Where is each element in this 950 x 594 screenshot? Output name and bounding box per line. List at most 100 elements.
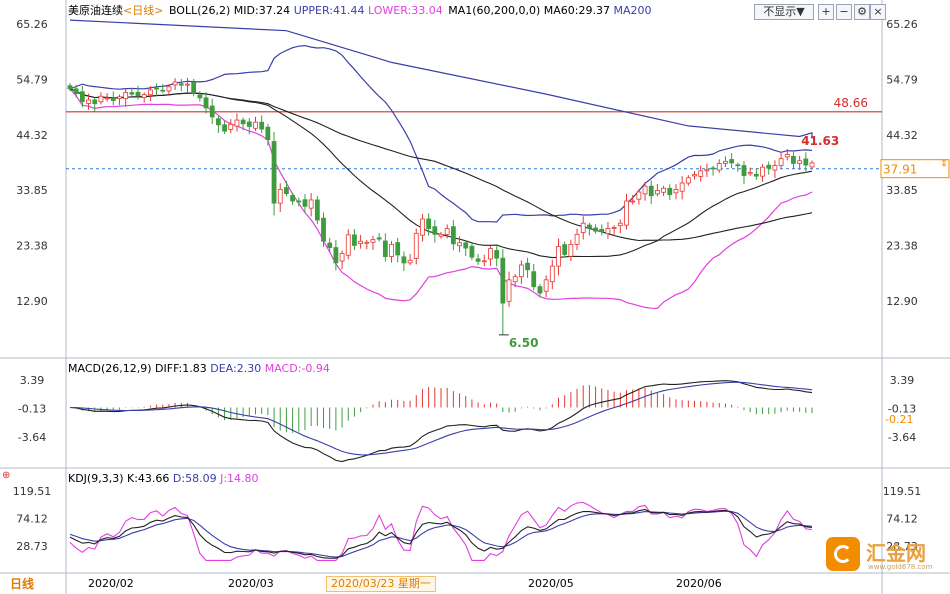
candle — [290, 195, 296, 202]
candle — [518, 264, 524, 278]
minus-icon[interactable]: − — [836, 4, 852, 20]
macd-name[interactable]: MACD(26,12,9) — [68, 362, 152, 375]
kdj-k-value: K:43.66 — [127, 472, 170, 485]
plus-icon[interactable]: + — [818, 4, 834, 20]
date-label-mar: 2020/03 — [228, 577, 274, 590]
candle — [611, 227, 617, 229]
brand-url: www.gold678.com — [868, 563, 933, 571]
y-tick-right: 23.38 — [886, 240, 918, 253]
candle — [215, 118, 221, 126]
candle — [407, 259, 413, 264]
macd-legend: MACD(26,12,9) DIFF:1.83 DEA:2.30 MACD:-0… — [68, 362, 330, 376]
candle — [741, 165, 747, 177]
candle — [587, 224, 592, 229]
current-price-value: 37.91 — [883, 163, 917, 177]
y-tick-left: 44.32 — [16, 129, 48, 142]
candle — [809, 162, 815, 168]
candle — [178, 83, 184, 86]
macd-tick-right: 3.39 — [890, 374, 915, 387]
candle — [426, 218, 432, 229]
candle — [277, 188, 283, 204]
candle — [531, 271, 537, 288]
period-tab[interactable]: 日线 — [10, 577, 35, 591]
candle — [327, 242, 333, 248]
candle — [698, 170, 704, 177]
price-panel[interactable]: 48.66 37.91 ⇕ 41.63 6.50 — [66, 19, 950, 350]
y-tick-right: 65.26 — [886, 18, 918, 31]
boll-upper-value: UPPER:41.44 — [293, 4, 365, 17]
candle — [265, 126, 271, 141]
candle — [389, 243, 394, 257]
candle — [556, 246, 561, 267]
low-annotation: 6.50 — [509, 336, 539, 350]
candle — [432, 226, 438, 235]
candle — [209, 105, 215, 118]
kdj-panel[interactable] — [69, 501, 813, 561]
candle — [302, 199, 308, 207]
candle — [494, 250, 500, 259]
candle — [395, 242, 401, 256]
candle — [123, 92, 129, 100]
candle — [469, 245, 475, 258]
candle — [704, 169, 710, 172]
y-tick-left: 54.79 — [16, 73, 48, 86]
candle — [624, 200, 629, 226]
y-tick-right: 54.79 — [886, 73, 918, 86]
candle — [438, 233, 444, 237]
macd-diff-value: DIFF:1.83 — [155, 362, 207, 375]
kdj-j-value: J:14.80 — [220, 472, 259, 485]
kdj-legend: KDJ(9,3,3) K:43.66 D:58.09 J:14.80 — [68, 472, 259, 486]
kdj-tick-right: 28.73 — [886, 540, 918, 553]
candle — [506, 279, 512, 302]
candle — [166, 86, 172, 92]
boll-lower-line — [69, 88, 813, 310]
kdj-tick-left: 74.12 — [16, 513, 48, 526]
candle — [537, 286, 543, 294]
settings-icon[interactable]: ⚙ — [854, 4, 870, 20]
candle — [574, 233, 580, 245]
ma60-value: MA60:29.37 — [543, 4, 610, 17]
candle — [234, 119, 240, 127]
candle — [352, 234, 357, 246]
candle — [321, 217, 326, 242]
candle — [747, 172, 753, 175]
boll-label[interactable]: BOLL(26,2) — [168, 4, 231, 17]
close-icon[interactable]: × — [870, 4, 886, 20]
candle — [135, 91, 141, 97]
boll-lower-value: LOWER:33.04 — [367, 4, 443, 17]
axis-labels: 65.26 65.26 54.79 54.79 44.32 44.32 33.85 33.85… — [2, 18, 921, 553]
macd-tick-right: -3.64 — [888, 431, 916, 444]
candle — [661, 187, 666, 193]
candle — [692, 174, 697, 177]
candle — [376, 237, 382, 240]
candle — [457, 242, 462, 247]
macd-tick-right: -0.13 — [888, 403, 916, 416]
candle — [648, 185, 654, 197]
candle — [370, 239, 376, 243]
candle — [723, 160, 728, 164]
period-label[interactable]: <日线> — [123, 4, 164, 17]
candle — [642, 185, 648, 195]
candle — [333, 247, 339, 264]
kdj-name[interactable]: KDJ(9,3,3) — [68, 472, 124, 485]
candle — [617, 222, 623, 227]
candle — [630, 200, 636, 203]
candle — [314, 199, 320, 221]
ma-label[interactable]: MA1(60,200,0,0) — [448, 4, 541, 17]
candle — [413, 232, 419, 259]
macd-tick-left: 3.39 — [20, 374, 45, 387]
candle — [117, 96, 122, 100]
kdj-tick-left: 28.73 — [16, 540, 48, 553]
macd-tick-left: -3.64 — [18, 431, 46, 444]
candle — [154, 87, 159, 90]
hide-indicator-button[interactable]: 不显示▼ — [754, 4, 814, 20]
candle — [67, 85, 73, 90]
candle — [488, 248, 493, 260]
candle — [345, 234, 351, 256]
main-legend: 美原油连续<日线> BOLL(26,2) MID:37.24 UPPER:41.… — [68, 4, 652, 18]
watermark-logo: 汇金网 www.gold678.com — [826, 535, 946, 575]
candle — [685, 177, 691, 184]
macd-panel[interactable] — [69, 380, 813, 463]
